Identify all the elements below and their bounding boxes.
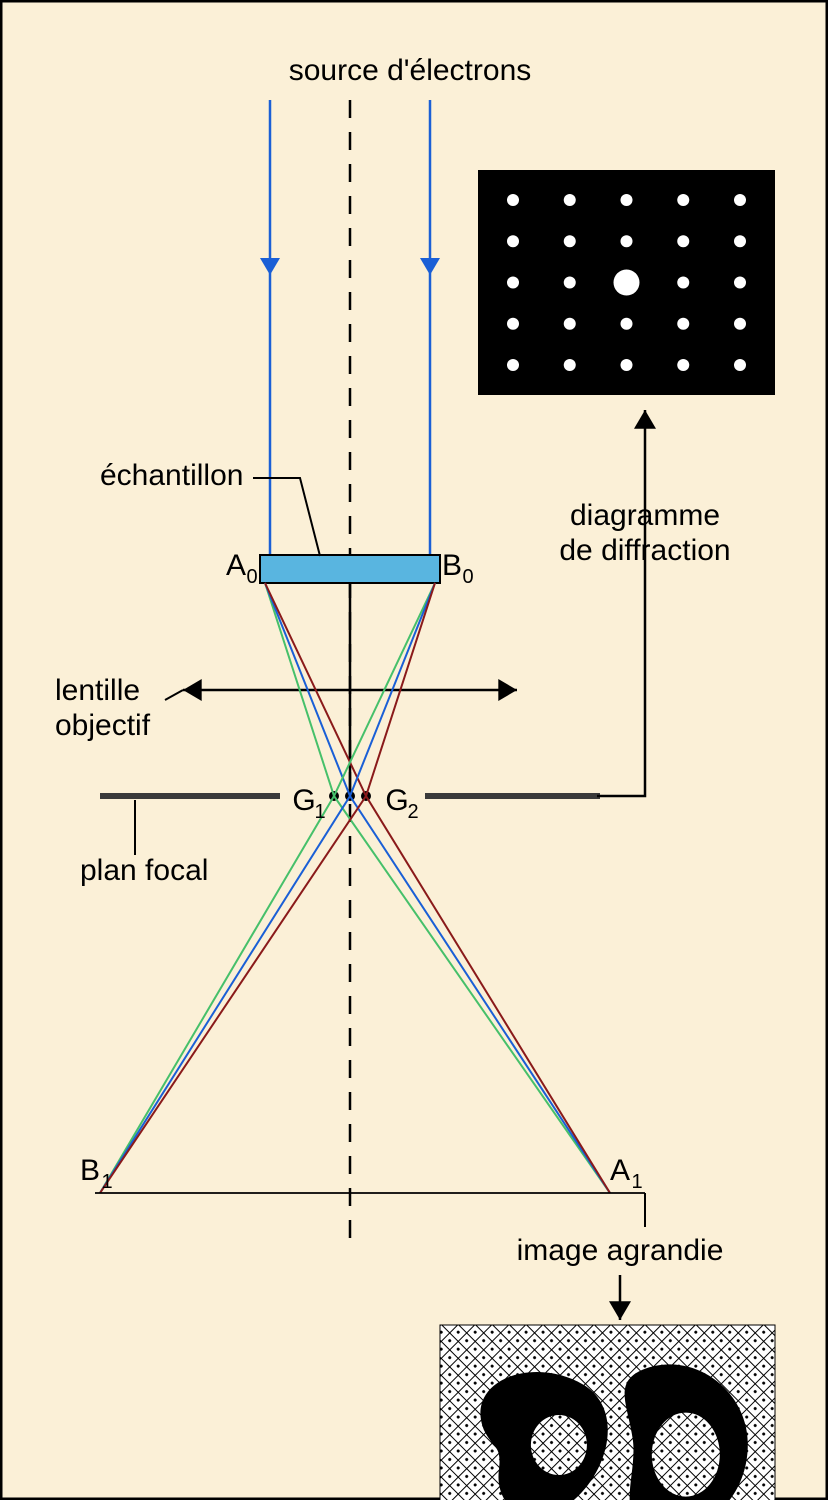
diffraction-spot	[507, 194, 519, 206]
label-b1: B	[80, 1154, 100, 1187]
label-diffraction-2: de diffraction	[559, 534, 730, 567]
label-echantillon: échantillon	[100, 459, 243, 492]
sample	[260, 555, 440, 583]
label-b1-sub: 1	[101, 1171, 112, 1193]
label-lentille-1: lentille	[55, 674, 140, 707]
diffraction-spot	[677, 359, 689, 371]
diffraction-spot	[564, 318, 576, 330]
label-g2-sub: 2	[407, 801, 418, 823]
diffraction-spot	[507, 235, 519, 247]
label-lentille-2: objectif	[55, 709, 151, 742]
diffraction-spot	[614, 270, 640, 296]
diffraction-spot	[564, 359, 576, 371]
diffraction-spot	[621, 235, 633, 247]
label-a1: A	[610, 1154, 630, 1187]
diffraction-spot	[621, 194, 633, 206]
diffraction-spot	[621, 359, 633, 371]
label-g1: G	[292, 784, 315, 817]
diffraction-spot	[734, 318, 746, 330]
diffraction-spot	[734, 277, 746, 289]
diffraction-spot	[507, 277, 519, 289]
label-b0: B	[442, 549, 462, 582]
label-agrandie: image agrandie	[517, 1234, 724, 1267]
diffraction-spot	[677, 318, 689, 330]
micrograph-inset-1	[531, 1415, 587, 1475]
label-a0: A	[226, 549, 246, 582]
diffraction-spot	[734, 194, 746, 206]
label-source: source d'électrons	[289, 54, 532, 87]
label-a1-sub: 1	[631, 1171, 642, 1193]
label-a0-sub: 0	[246, 566, 257, 588]
label-g1-sub: 1	[314, 801, 325, 823]
diffraction-spot	[621, 318, 633, 330]
diffraction-spot	[677, 277, 689, 289]
diffraction-spot	[507, 318, 519, 330]
diffraction-spot	[677, 194, 689, 206]
label-diffraction-1: diagramme	[570, 499, 720, 532]
diffraction-spot	[564, 277, 576, 289]
diffraction-spot	[507, 359, 519, 371]
label-planfocal: plan focal	[80, 854, 208, 887]
diffraction-spot	[734, 359, 746, 371]
diffraction-spot	[564, 235, 576, 247]
micrograph	[440, 1325, 775, 1500]
label-b0-sub: 0	[462, 566, 473, 588]
label-g2: G	[385, 784, 408, 817]
diffraction-spot	[734, 235, 746, 247]
diffraction-spot	[677, 235, 689, 247]
micrograph-inset-2	[652, 1413, 720, 1497]
diffraction-spot	[564, 194, 576, 206]
